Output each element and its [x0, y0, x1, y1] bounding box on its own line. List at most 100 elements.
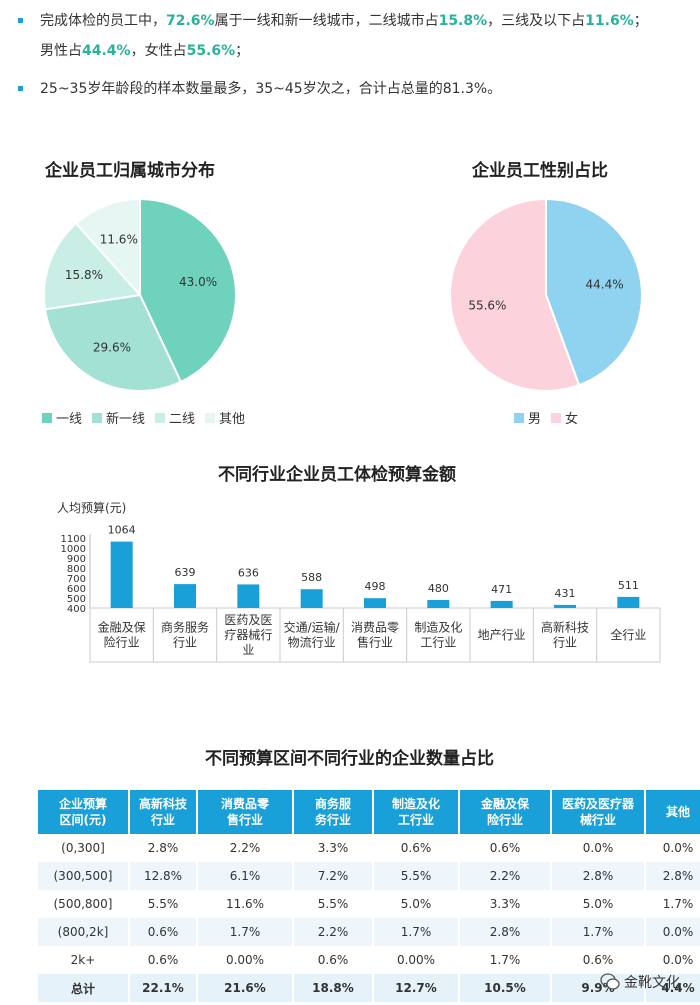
table-header-0: 企业预算 区间(元) [38, 790, 130, 834]
table-row: 2k+ 0.6% 0.00% 0.6% 0.00% 1.7% 0.6% 0.0% [38, 946, 700, 974]
table-cell: 5.0% [373, 890, 460, 918]
bar-value-label-8: 511 [618, 579, 639, 592]
table-cell: 0.0% [645, 918, 700, 946]
legend-item-1: 新一线 [92, 408, 145, 427]
table-cell: 1.7% [373, 918, 460, 946]
bar-value-label-4: 498 [365, 580, 386, 593]
bar-value-label-1: 639 [175, 566, 196, 579]
bar-1 [174, 584, 196, 608]
table-cell: 2.8% [129, 834, 198, 862]
watermark-text: 金靴文化 [624, 975, 680, 991]
bar-category-label-8: 全行业 [610, 627, 646, 642]
bar-ylabel: 人均预算(元) [57, 500, 126, 515]
table-cell: 2.8% [645, 862, 700, 890]
pie-slice-0 [139, 197, 237, 384]
table-header-2: 消费品零 售行业 [197, 790, 294, 834]
table-cell: 11.6% [197, 890, 294, 918]
table-cell: 0.6% [129, 946, 198, 974]
bar-ytick-0: 400 [67, 604, 86, 615]
legend-swatch-1 [92, 412, 103, 423]
table-cell: 1.7% [645, 890, 700, 918]
table-cell: 0.6% [373, 834, 460, 862]
table-row: (300,500] 12.8% 6.1% 7.2% 5.5% 2.2% 2.8% 2.8% [38, 862, 700, 890]
city-pie-legend: 一线 新一线 二线 其他 [42, 408, 251, 427]
legend-item-0: 一线 [42, 408, 82, 427]
bar-category-label-7: 高新科技行业 [541, 620, 589, 650]
table-cell: 9.9% [551, 974, 646, 1002]
legend-item-3: 其他 [205, 408, 245, 427]
legend-item-0: 男 [514, 408, 541, 427]
table-cell: 12.7% [373, 974, 460, 1002]
city-pie-chart: 43.0% 29.6% 15.8% 11.6% [43, 197, 237, 392]
table-header-4: 制造及化 工行业 [373, 790, 460, 834]
bullet-2 [18, 86, 23, 91]
bar-category-label-3: 交通/运输/物流行业 [284, 620, 341, 650]
city-pie-title: 企业员工归属城市分布 [45, 161, 215, 181]
bar-value-label-0: 1064 [108, 524, 136, 537]
table-row: 总计 22.1% 21.6% 18.8% 12.7% 10.5% 9.9% 4.4% [38, 974, 700, 1002]
bar-0 [110, 541, 133, 608]
table-cell: 0.0% [551, 834, 646, 862]
gender-pie-chart: 44.4% 55.6% [449, 197, 643, 392]
table-cell: 0.0% [645, 834, 700, 862]
bar-7 [554, 604, 576, 608]
intro-line-1: 完成体检的员工中，72.6%属于一线和新一线城市，二线城市占15.8%，三线及以… [40, 13, 648, 29]
legend-swatch-0 [514, 412, 524, 423]
table-cell: 5.5% [129, 890, 198, 918]
bar-category-label-5: 制造及化工行业 [414, 621, 462, 650]
bar-3 [300, 589, 323, 608]
intro-line-2: 男性占44.4%，女性占55.6%； [40, 43, 250, 59]
table-cell: 0.0% [645, 946, 700, 974]
table-cell: 0.6% [129, 918, 198, 946]
bullet-1 [18, 18, 23, 23]
table-cell: 10.5% [459, 974, 552, 1002]
legend-item-2: 二线 [155, 408, 195, 427]
table-cell: 2.2% [197, 834, 294, 862]
pie-slice-0 [545, 197, 643, 387]
table-cell: 总计 [38, 974, 130, 1002]
bar-category-label-2: 医药及医疗器械行业 [224, 613, 272, 657]
table-header-6: 医药及医疗器 械行业 [551, 790, 646, 834]
pie-value-label-0: 44.4% [586, 278, 624, 292]
bar-ytick-6: 1000 [61, 544, 86, 555]
pie-value-label-3: 11.6% [100, 232, 138, 246]
table-header-3: 商务服 务行业 [293, 790, 374, 834]
bar-8 [617, 596, 640, 608]
table-row: (0,300] 2.8% 2.2% 3.3% 0.6% 0.6% 0.0% 0.0% [38, 834, 700, 862]
legend-label-2: 二线 [169, 412, 196, 427]
bar-6 [490, 600, 513, 608]
table-header-5: 金融及保 险行业 [459, 790, 552, 834]
pie-value-label-1: 29.6% [93, 341, 131, 355]
bar-category-label-4: 消费品零售行业 [351, 621, 399, 650]
table-cell: 12.8% [129, 862, 198, 890]
gender-pie-title: 企业员工性别占比 [472, 161, 608, 181]
table-cell: 2.8% [551, 862, 646, 890]
bar-value-label-3: 588 [301, 571, 322, 584]
pie-slice-1 [43, 293, 183, 392]
table-cell: 3.3% [459, 890, 552, 918]
table-cell: 1.7% [551, 918, 646, 946]
budget-bar-title: 不同行业企业员工体检预算金额 [218, 465, 456, 485]
table-cell: 2.2% [293, 918, 374, 946]
table-cell: 3.3% [293, 834, 374, 862]
table-cell: 1.7% [459, 946, 552, 974]
pie-value-label-0: 43.0% [179, 275, 217, 289]
table-cell: 6.1% [197, 862, 294, 890]
pie-slice-3 [74, 197, 141, 298]
bar-ytick-7: 1100 [61, 534, 86, 545]
bar-ytick-2: 600 [67, 584, 86, 595]
legend-label-3: 其他 [219, 412, 246, 427]
table-cell: 18.8% [293, 974, 374, 1002]
legend-item-1: 女 [551, 408, 578, 427]
bar-category-label-6: 地产行业 [478, 628, 526, 642]
gender-pie-legend: 男女 [514, 408, 584, 427]
table-header-7: 其他 [645, 790, 700, 834]
bar-ytick-5: 900 [67, 554, 86, 565]
table-cell: 0.6% [459, 834, 552, 862]
intro-line-3: 25~35岁年龄段的样本数量最多，35~45岁次之，合计占总量的81.3%。 [40, 81, 502, 97]
legend-swatch-2 [155, 412, 166, 423]
legend-swatch-1 [551, 412, 562, 423]
table-cell: 0.6% [551, 946, 646, 974]
table-cell: (800,2k] [38, 918, 130, 946]
